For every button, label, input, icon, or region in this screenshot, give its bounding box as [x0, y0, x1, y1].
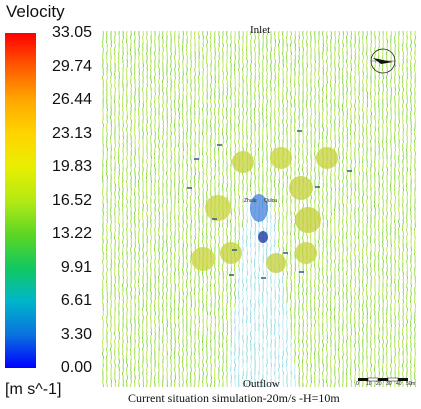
scale-bar-label: 40 — [396, 381, 402, 387]
colorbar-tick-label: 19.83 — [51, 158, 92, 175]
velocity-colorbar — [5, 33, 36, 368]
velocity-unit: [m s^-1] — [5, 381, 62, 398]
colorbar-tick-label: 13.22 — [51, 225, 92, 242]
scale-bar-label: 20 — [376, 381, 382, 387]
scale-bar: 0 10 20 30 40 50 m — [356, 377, 415, 387]
building-label-1: Zhalu — [244, 198, 257, 204]
scale-bar-label: 10 — [366, 381, 372, 387]
colorbar-tick-label: 0.00 — [60, 359, 92, 376]
north-arrow-icon — [370, 48, 396, 74]
velocity-vector-field: Zhalu Qulou 0 10 20 30 40 50 m — [101, 30, 417, 387]
scale-bar-unit: m — [411, 381, 415, 387]
colorbar-tick-label: 26.44 — [51, 91, 92, 108]
colorbar-tick-label: 3.30 — [60, 325, 92, 343]
colorbar-tick-label: 16.52 — [51, 191, 92, 209]
scale-bar-label: 30 — [386, 381, 392, 387]
colorbar-tick-label: 23.13 — [51, 124, 92, 142]
colorbar-tick-label: 9.91 — [60, 258, 92, 276]
figure-caption: Current situation simulation-20m/s -H=10… — [128, 391, 340, 405]
outflow-label: Outflow — [243, 378, 280, 390]
building-label-2: Qulou — [264, 198, 278, 204]
legend-title: Velocity — [6, 2, 65, 21]
colorbar-tick-label: 29.74 — [51, 57, 92, 75]
colorbar-tick-label: 33.05 — [51, 24, 92, 41]
scale-bar-label: 50 — [406, 381, 412, 387]
colorbar-tick-label: 6.61 — [60, 292, 92, 309]
scale-bar-label: 0 — [356, 381, 359, 387]
inlet-label: Inlet — [250, 24, 271, 36]
